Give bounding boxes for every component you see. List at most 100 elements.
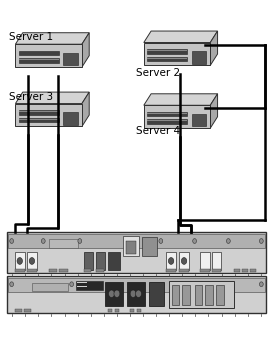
Bar: [19, 119, 59, 120]
Bar: [76, 281, 103, 290]
Bar: [169, 281, 234, 308]
Polygon shape: [16, 92, 89, 104]
Text: Server 3: Server 3: [10, 92, 54, 102]
Bar: [212, 269, 221, 272]
Bar: [19, 118, 59, 122]
Circle shape: [159, 239, 163, 244]
Circle shape: [227, 239, 230, 244]
Bar: [15, 269, 25, 272]
Circle shape: [259, 239, 263, 244]
Circle shape: [29, 258, 35, 264]
Circle shape: [10, 239, 14, 244]
Circle shape: [114, 290, 120, 298]
Bar: [63, 53, 78, 65]
Circle shape: [109, 290, 114, 298]
Circle shape: [78, 239, 82, 244]
Bar: [108, 252, 120, 269]
Bar: [242, 269, 248, 272]
Circle shape: [10, 282, 14, 287]
Bar: [234, 269, 240, 272]
Bar: [200, 269, 210, 272]
Bar: [16, 104, 82, 127]
Bar: [49, 269, 57, 272]
Polygon shape: [210, 31, 218, 65]
Bar: [205, 285, 213, 305]
Text: Server 2: Server 2: [136, 68, 181, 78]
Bar: [147, 119, 187, 124]
Bar: [147, 49, 187, 53]
Bar: [19, 59, 59, 60]
Bar: [7, 232, 266, 273]
Circle shape: [17, 258, 22, 264]
Bar: [179, 269, 189, 272]
Polygon shape: [144, 94, 218, 105]
Bar: [123, 236, 139, 256]
Polygon shape: [82, 33, 89, 67]
Polygon shape: [82, 92, 89, 127]
Bar: [7, 276, 266, 313]
Bar: [147, 113, 187, 114]
Bar: [212, 252, 221, 269]
Bar: [182, 285, 190, 305]
Polygon shape: [16, 33, 89, 44]
Bar: [192, 51, 206, 64]
Circle shape: [193, 239, 197, 244]
Bar: [27, 269, 37, 272]
Bar: [144, 105, 210, 128]
Bar: [147, 112, 187, 116]
Bar: [250, 269, 256, 272]
Circle shape: [136, 290, 141, 298]
Circle shape: [41, 239, 45, 244]
Bar: [84, 252, 93, 269]
Bar: [108, 309, 112, 312]
Bar: [19, 110, 59, 115]
Bar: [149, 282, 164, 306]
Bar: [19, 51, 59, 55]
Bar: [76, 286, 87, 287]
Bar: [16, 44, 82, 67]
Bar: [63, 112, 78, 125]
Bar: [147, 57, 187, 61]
Bar: [19, 111, 59, 112]
Bar: [166, 252, 176, 269]
Bar: [192, 114, 206, 126]
Circle shape: [259, 282, 263, 287]
Bar: [137, 309, 141, 312]
Bar: [96, 269, 103, 272]
Bar: [84, 269, 91, 272]
Bar: [15, 309, 22, 312]
Bar: [19, 58, 59, 63]
Text: Server 1: Server 1: [10, 32, 54, 42]
Polygon shape: [210, 94, 218, 128]
Circle shape: [168, 258, 174, 264]
Bar: [144, 42, 210, 65]
Bar: [147, 120, 187, 121]
Bar: [127, 282, 145, 306]
Bar: [76, 282, 87, 284]
Bar: [49, 239, 78, 248]
Bar: [8, 234, 265, 248]
Bar: [105, 282, 123, 306]
Bar: [166, 269, 176, 272]
Bar: [179, 252, 189, 269]
Bar: [24, 309, 31, 312]
Circle shape: [181, 258, 187, 264]
Bar: [96, 252, 105, 269]
Bar: [8, 278, 265, 291]
Circle shape: [70, 282, 73, 287]
Bar: [27, 252, 37, 269]
Bar: [130, 309, 134, 312]
Bar: [60, 269, 68, 272]
Bar: [172, 285, 179, 305]
Bar: [216, 285, 224, 305]
Polygon shape: [144, 31, 218, 42]
Bar: [147, 50, 187, 51]
Bar: [195, 285, 202, 305]
Text: Server 4: Server 4: [136, 126, 181, 136]
Bar: [32, 283, 68, 291]
Bar: [200, 252, 210, 269]
Bar: [15, 252, 25, 269]
Circle shape: [130, 290, 136, 298]
Bar: [142, 237, 157, 256]
Bar: [126, 241, 136, 254]
